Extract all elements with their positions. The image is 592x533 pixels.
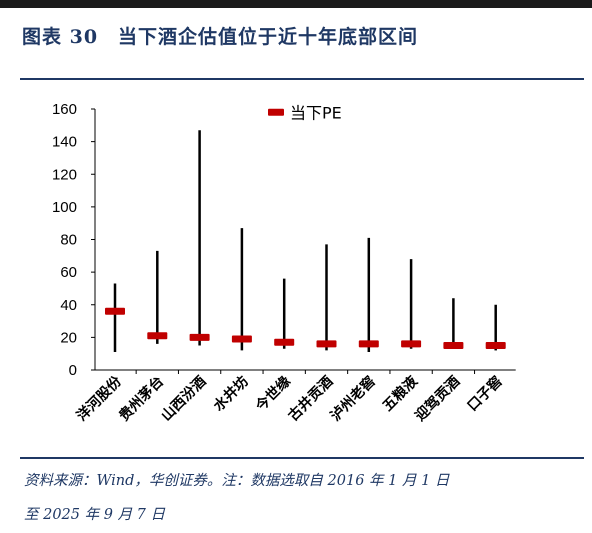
y-tick-label: 80 [60, 232, 77, 249]
source-note-line1: 资料来源：Wind，华创证券。注：数据选取自 2016 年 1 月 1 日 [24, 473, 450, 489]
current-pe-marker [443, 342, 464, 350]
legend-label: 当下PE [290, 103, 342, 122]
x-category-label: 今世缘 [252, 373, 294, 415]
x-category-label: 山西汾酒 [158, 373, 210, 425]
current-pe-marker [316, 340, 337, 348]
current-pe-marker [485, 342, 506, 350]
current-pe-marker [105, 307, 125, 315]
y-tick-label: 20 [60, 329, 77, 346]
x-category-label: 迎驾贡酒 [412, 373, 464, 425]
x-category-label: 水井坊 [210, 373, 252, 415]
current-pe-marker [274, 338, 295, 346]
y-tick-label: 140 [52, 134, 77, 151]
x-category-label: 泸州老窖 [327, 373, 379, 425]
x-category-label: 贵州茅台 [116, 373, 168, 425]
y-tick-label: 100 [52, 199, 77, 216]
legend-marker [268, 108, 284, 116]
y-tick-label: 120 [52, 166, 77, 183]
current-pe-marker [401, 340, 422, 348]
y-tick-label: 40 [60, 297, 77, 314]
source-note-line2: 至 2025 年 9 月 7 日 [24, 507, 166, 523]
current-pe-marker [147, 332, 168, 340]
y-tick-label: 0 [69, 362, 77, 379]
x-category-label: 口子窖 [464, 373, 506, 415]
footer-rule [20, 457, 584, 459]
current-pe-marker [189, 333, 210, 341]
x-category-label: 五粮液 [379, 372, 421, 414]
x-category-label: 古井贡酒 [285, 373, 337, 425]
current-pe-marker [358, 340, 379, 348]
title-underline [20, 78, 584, 80]
x-category-label: 洋河股份 [73, 372, 125, 424]
top-dark-bar [0, 0, 592, 8]
current-pe-marker [231, 335, 252, 343]
y-tick-label: 160 [52, 101, 77, 118]
y-tick-label: 60 [60, 264, 77, 281]
chart-figure-title: 图表 30 当下酒企估值位于近十年底部区间 [22, 26, 419, 48]
